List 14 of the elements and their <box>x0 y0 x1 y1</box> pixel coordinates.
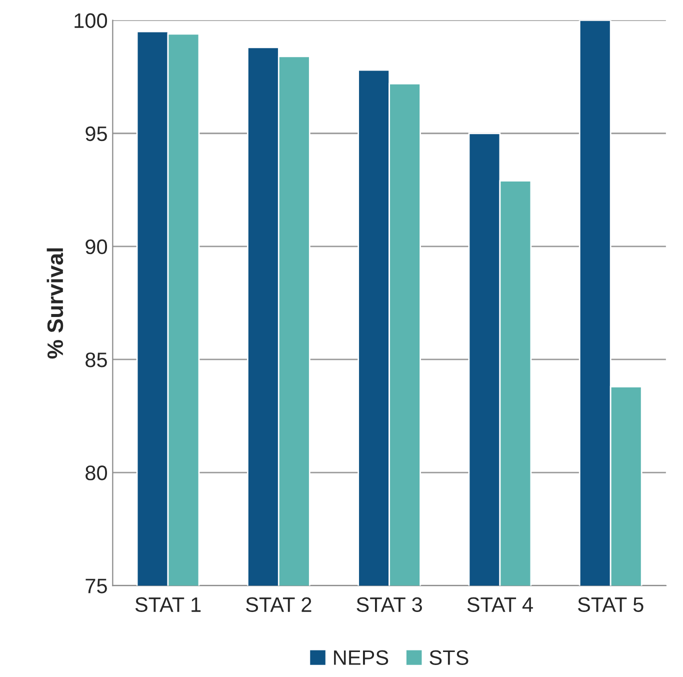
y-tick-label: 90 <box>86 239 108 254</box>
y-tick-label: 85 <box>86 352 107 368</box>
x-tick-label: STAT 5 <box>578 597 644 612</box>
y-tick-label: 100 <box>74 13 108 28</box>
y-tick-label: 80 <box>86 466 108 480</box>
legend-label: NEPS <box>334 650 388 665</box>
y-tick-label: 75 <box>86 578 107 594</box>
y-tick-label: 95 <box>86 126 107 142</box>
y-axis-title: % Survival <box>46 248 64 359</box>
legend-label: STS <box>430 650 468 665</box>
x-tick-label: STAT 1 <box>135 597 201 612</box>
x-tick-label: STAT 3 <box>356 597 422 612</box>
x-tick-label: STAT 4 <box>467 597 533 612</box>
x-tick-label: STAT 2 <box>246 597 312 612</box>
